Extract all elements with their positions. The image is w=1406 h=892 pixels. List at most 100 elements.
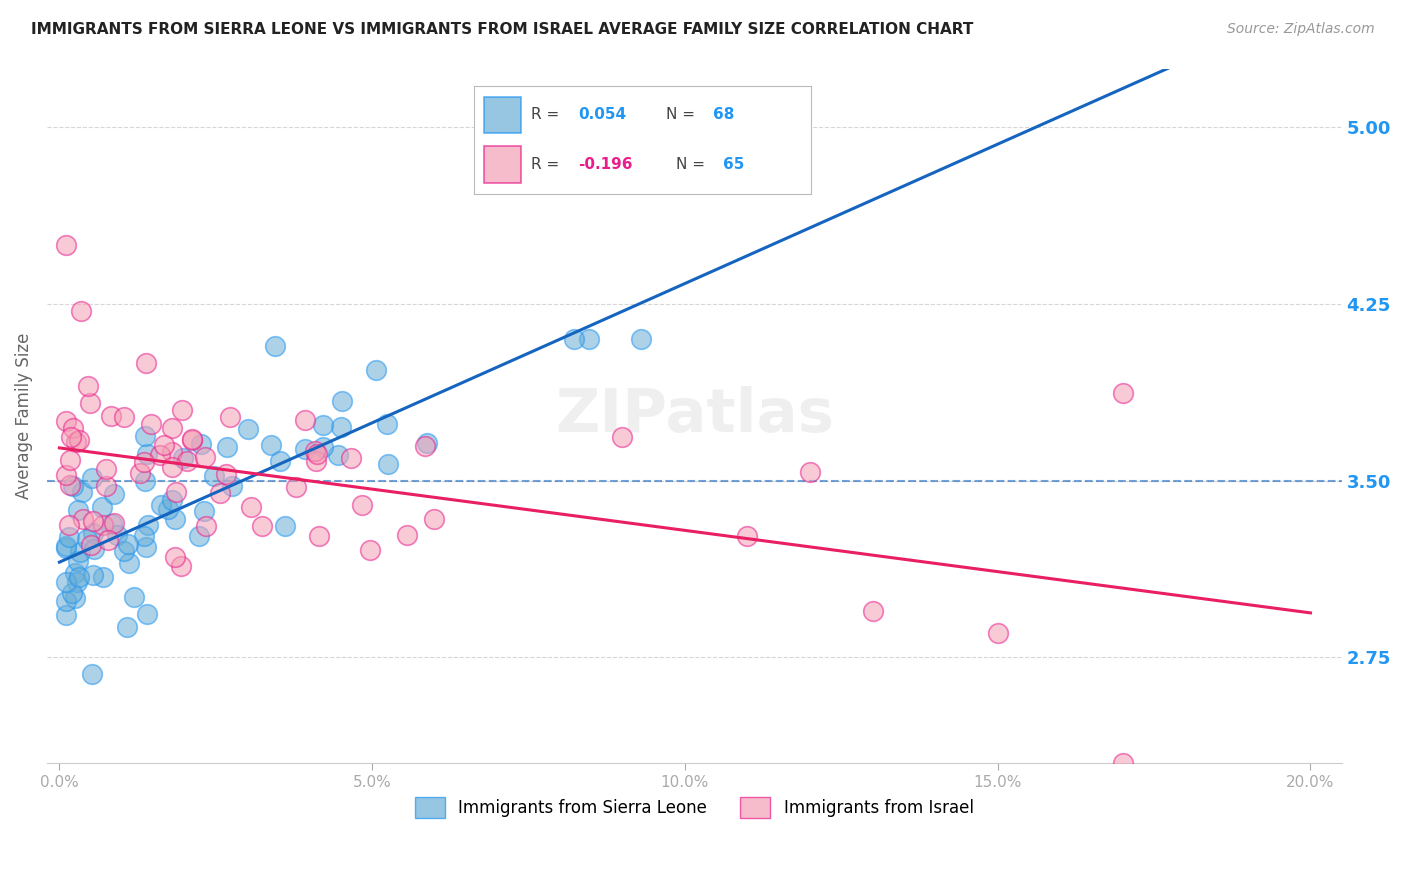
Point — [396, 528, 419, 542]
Point — [82, 515, 104, 529]
Point — [80, 471, 103, 485]
Point — [67, 434, 90, 448]
Point — [103, 487, 125, 501]
Point — [136, 447, 159, 461]
Point — [122, 590, 145, 604]
Point — [55, 574, 77, 589]
Point — [339, 451, 361, 466]
Point — [218, 410, 240, 425]
Point — [79, 538, 101, 552]
Point — [70, 303, 93, 318]
Point — [66, 575, 89, 590]
Point — [65, 591, 87, 605]
Point — [149, 448, 172, 462]
Point — [112, 410, 135, 425]
Point — [118, 556, 141, 570]
Point — [58, 518, 80, 533]
Point — [1112, 756, 1135, 771]
Point — [215, 467, 238, 482]
Point — [132, 529, 155, 543]
Point — [100, 409, 122, 423]
Point — [65, 435, 87, 450]
Point — [60, 430, 83, 444]
Point — [67, 553, 90, 567]
Point — [162, 460, 184, 475]
Point — [76, 532, 98, 546]
Point — [188, 529, 211, 543]
Point — [284, 480, 307, 494]
Point — [377, 457, 399, 471]
Point — [77, 378, 100, 392]
Point — [413, 439, 436, 453]
Point — [55, 467, 77, 482]
Point — [799, 465, 821, 479]
Text: ZIPatlas: ZIPatlas — [555, 386, 834, 445]
Point — [91, 517, 114, 532]
Point — [136, 518, 159, 533]
Point — [80, 667, 103, 681]
Point — [294, 413, 316, 427]
Point — [105, 527, 128, 541]
Point — [252, 518, 274, 533]
Point — [135, 356, 157, 370]
Point — [134, 455, 156, 469]
Point — [160, 492, 183, 507]
Point — [263, 339, 285, 353]
Point — [273, 519, 295, 533]
Point — [65, 566, 87, 581]
Point — [170, 558, 193, 573]
Point — [103, 516, 125, 531]
Point — [329, 420, 352, 434]
Point — [55, 594, 77, 608]
Point — [112, 543, 135, 558]
Point — [180, 434, 202, 448]
Point — [194, 450, 217, 464]
Point — [578, 332, 600, 346]
Y-axis label: Average Family Size: Average Family Size — [15, 333, 32, 499]
Point — [129, 467, 152, 481]
Point — [165, 484, 187, 499]
Point — [97, 533, 120, 547]
Point — [1112, 386, 1135, 401]
Point — [150, 498, 173, 512]
Point — [82, 567, 104, 582]
Point — [193, 503, 215, 517]
Point — [67, 503, 90, 517]
Point — [364, 363, 387, 377]
Point — [59, 453, 82, 467]
Point — [55, 238, 77, 252]
Point — [181, 432, 204, 446]
Point — [304, 454, 326, 468]
Point — [55, 608, 77, 623]
Point — [612, 430, 634, 444]
Point — [630, 332, 652, 346]
Point — [305, 447, 328, 461]
Point — [59, 477, 82, 491]
Point — [269, 454, 291, 468]
Point — [987, 625, 1010, 640]
Point — [172, 450, 194, 465]
Point — [195, 519, 218, 533]
Point — [862, 603, 884, 617]
Point — [359, 543, 381, 558]
Point — [82, 525, 104, 540]
Point — [117, 537, 139, 551]
Point — [215, 440, 238, 454]
Point — [239, 500, 262, 514]
Point — [153, 438, 176, 452]
Point — [375, 417, 398, 431]
Point — [312, 417, 335, 432]
Point — [160, 444, 183, 458]
Point — [62, 421, 84, 435]
Point — [93, 570, 115, 584]
Point — [176, 453, 198, 467]
Point — [260, 438, 283, 452]
Point — [60, 586, 83, 600]
Point — [55, 541, 77, 555]
Point — [308, 529, 330, 543]
Point — [91, 500, 114, 514]
Point — [134, 429, 156, 443]
Point — [134, 474, 156, 488]
Point — [330, 393, 353, 408]
Point — [221, 479, 243, 493]
